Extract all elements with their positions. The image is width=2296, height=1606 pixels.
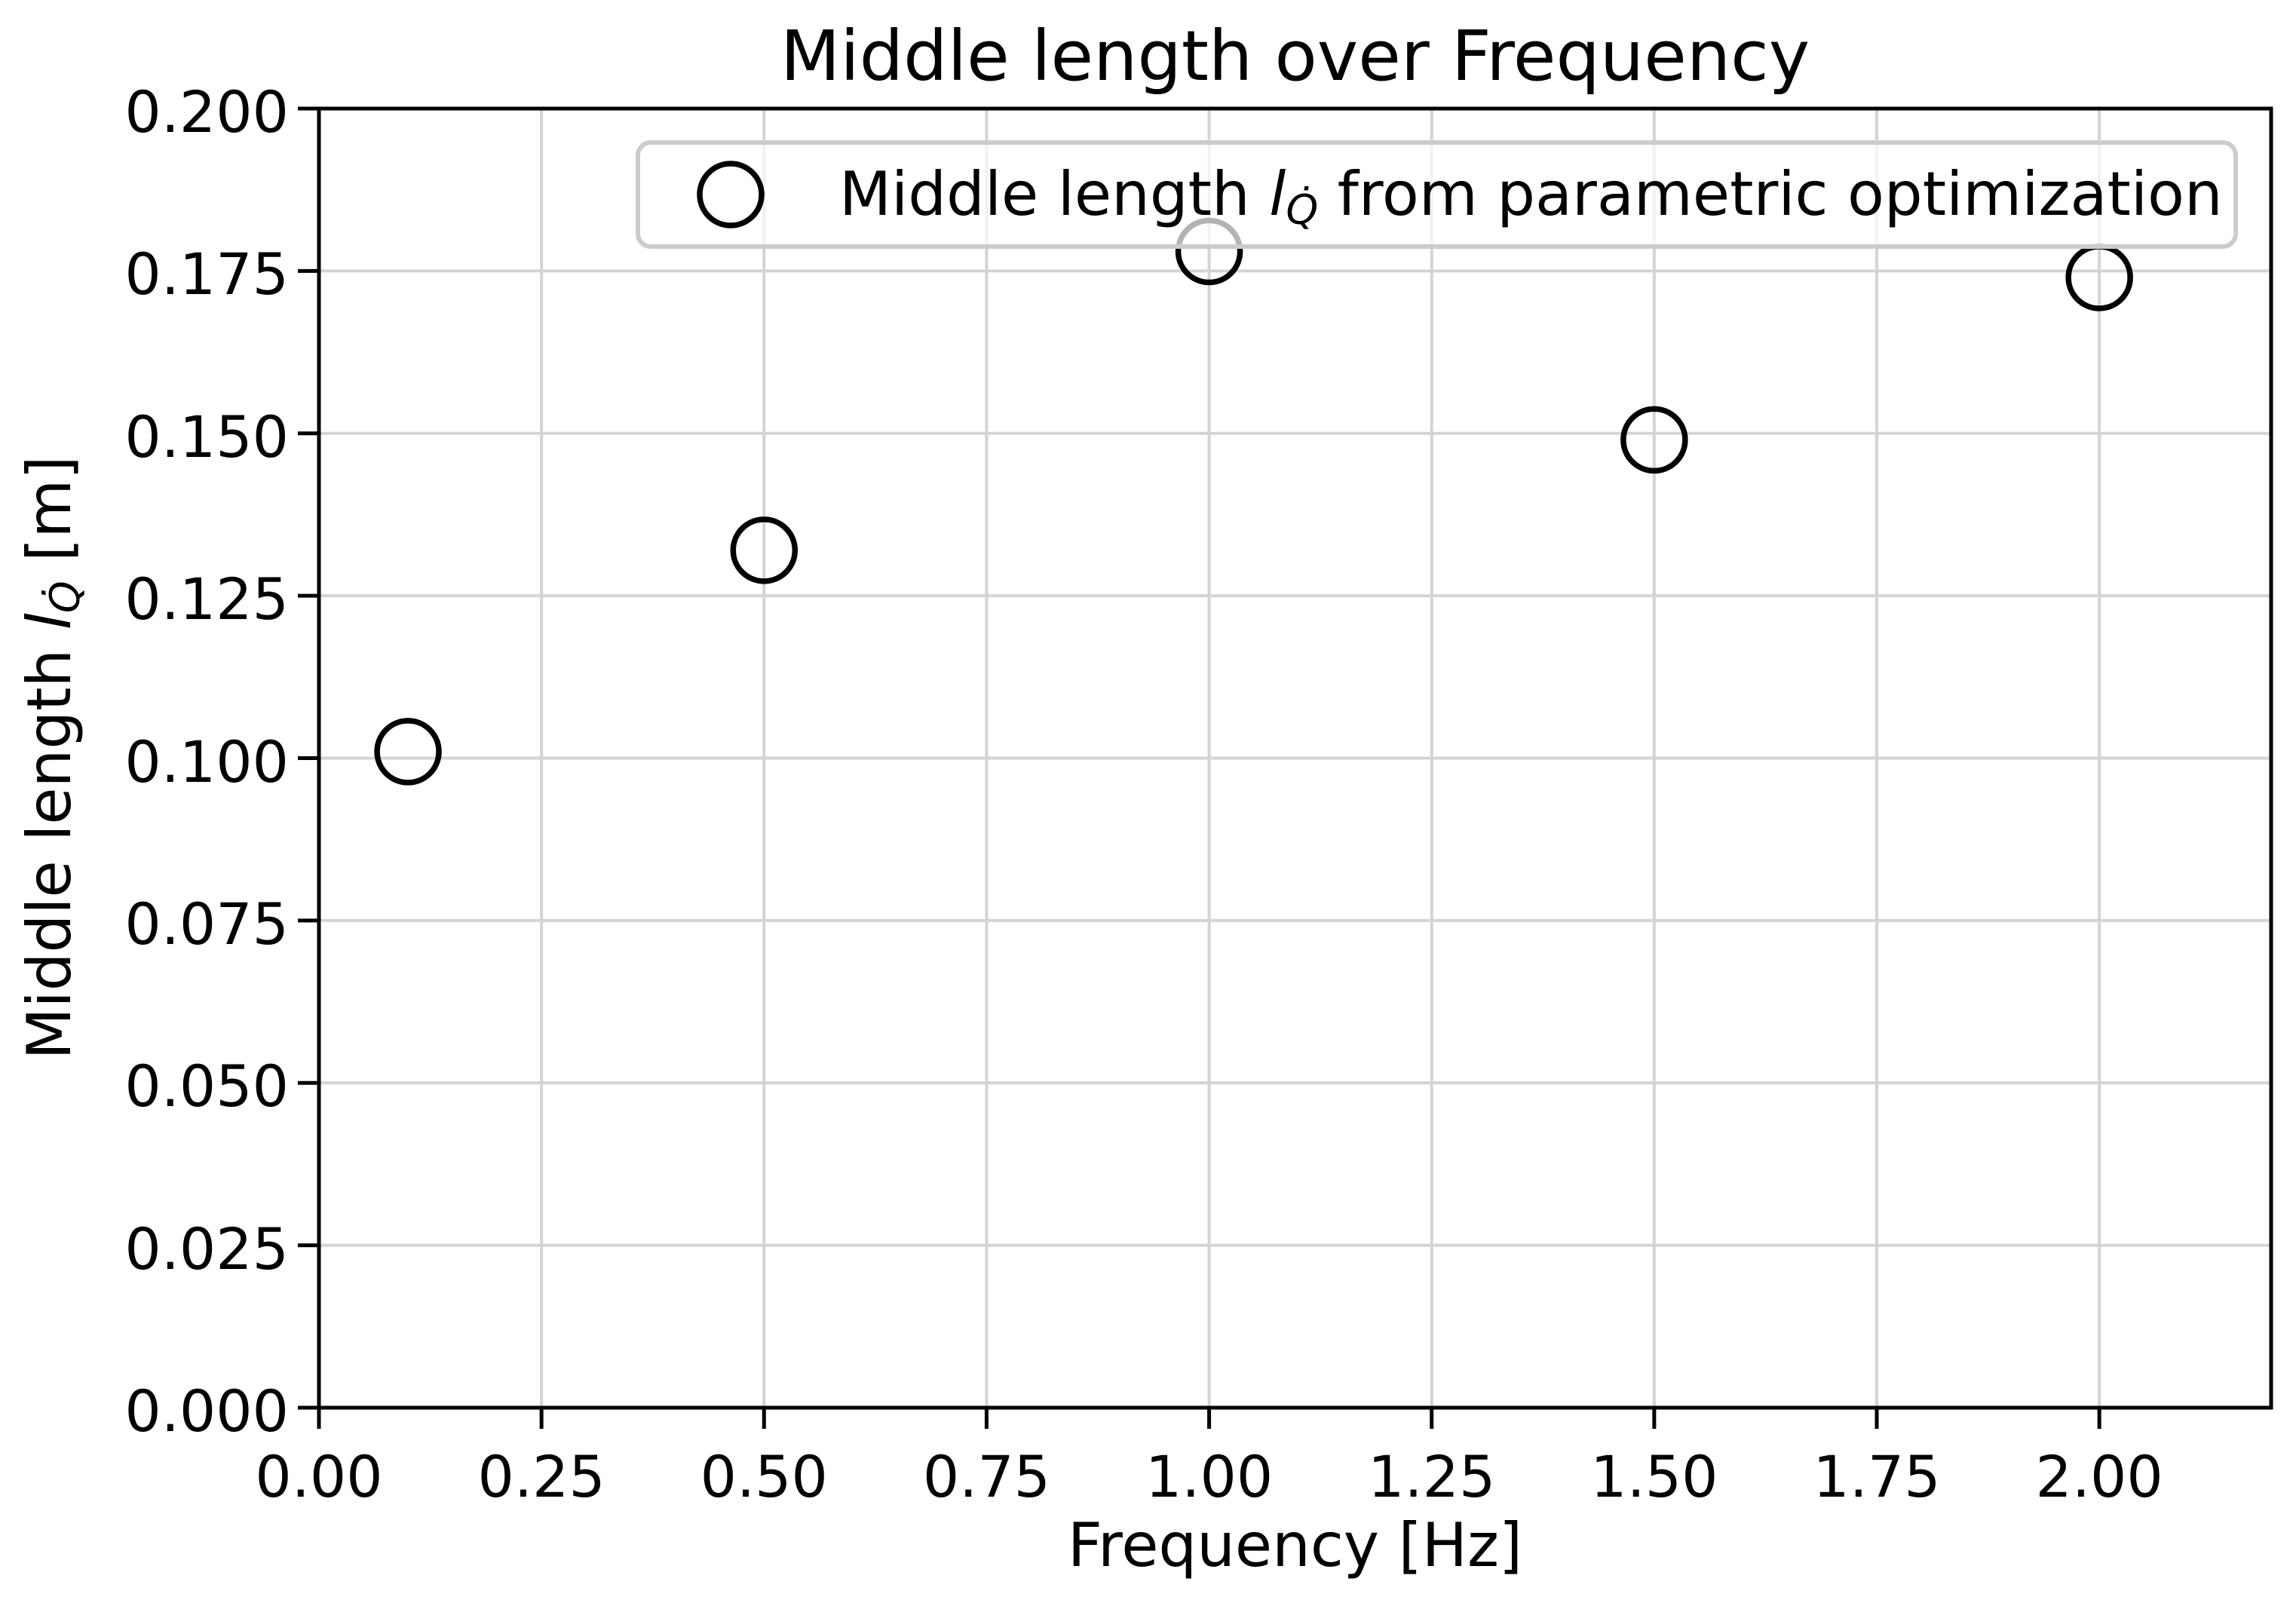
- x-tick-label: 0.25: [477, 1443, 605, 1510]
- legend: Middle length lQ̇ from parametric optimi…: [636, 140, 2238, 249]
- chart-title: Middle length over Frequency: [780, 16, 1810, 97]
- legend-marker-icon: [697, 161, 765, 228]
- legend-label-suffix: from parametric optimization: [1318, 159, 2223, 229]
- legend-label-subscript: Q̇: [1286, 185, 1319, 234]
- y-tick-label: 0.000: [124, 1378, 289, 1445]
- y-tick-label: 0.200: [124, 78, 289, 146]
- x-tick-label: 0.75: [922, 1443, 1051, 1510]
- x-tick-label: 1.75: [1813, 1443, 1941, 1510]
- x-tick-label: 1.25: [1368, 1443, 1496, 1510]
- x-axis-label: Frequency [Hz]: [1067, 1510, 1523, 1580]
- y-tick-label: 0.075: [124, 890, 289, 958]
- data-point: [374, 718, 442, 786]
- y-tick-label: 0.175: [124, 241, 289, 308]
- y-tick-label: 0.125: [124, 565, 289, 633]
- y-tick-label: 0.050: [124, 1053, 289, 1120]
- x-tick-label: 0.00: [255, 1443, 383, 1510]
- data-point: [730, 516, 799, 584]
- axes-spines: [317, 106, 2273, 1410]
- x-tick-label: 1.00: [1145, 1443, 1274, 1510]
- y-axis-label-text: Middle length: [14, 630, 84, 1060]
- data-point: [1620, 406, 1688, 474]
- y-tick-label: 0.150: [124, 403, 289, 470]
- legend-label-text: Middle length: [839, 159, 1270, 229]
- y-axis-label-unit: [m]: [14, 455, 84, 581]
- x-tick-label: 1.50: [1590, 1443, 1718, 1510]
- y-tick-label: 0.025: [124, 1215, 289, 1283]
- x-tick-label: 2.00: [2035, 1443, 2163, 1510]
- x-tick-label: 0.50: [700, 1443, 828, 1510]
- y-tick-label: 0.100: [124, 728, 289, 795]
- legend-label: Middle length lQ̇ from parametric optimi…: [839, 164, 2223, 231]
- legend-label-symbol: l: [1269, 159, 1286, 229]
